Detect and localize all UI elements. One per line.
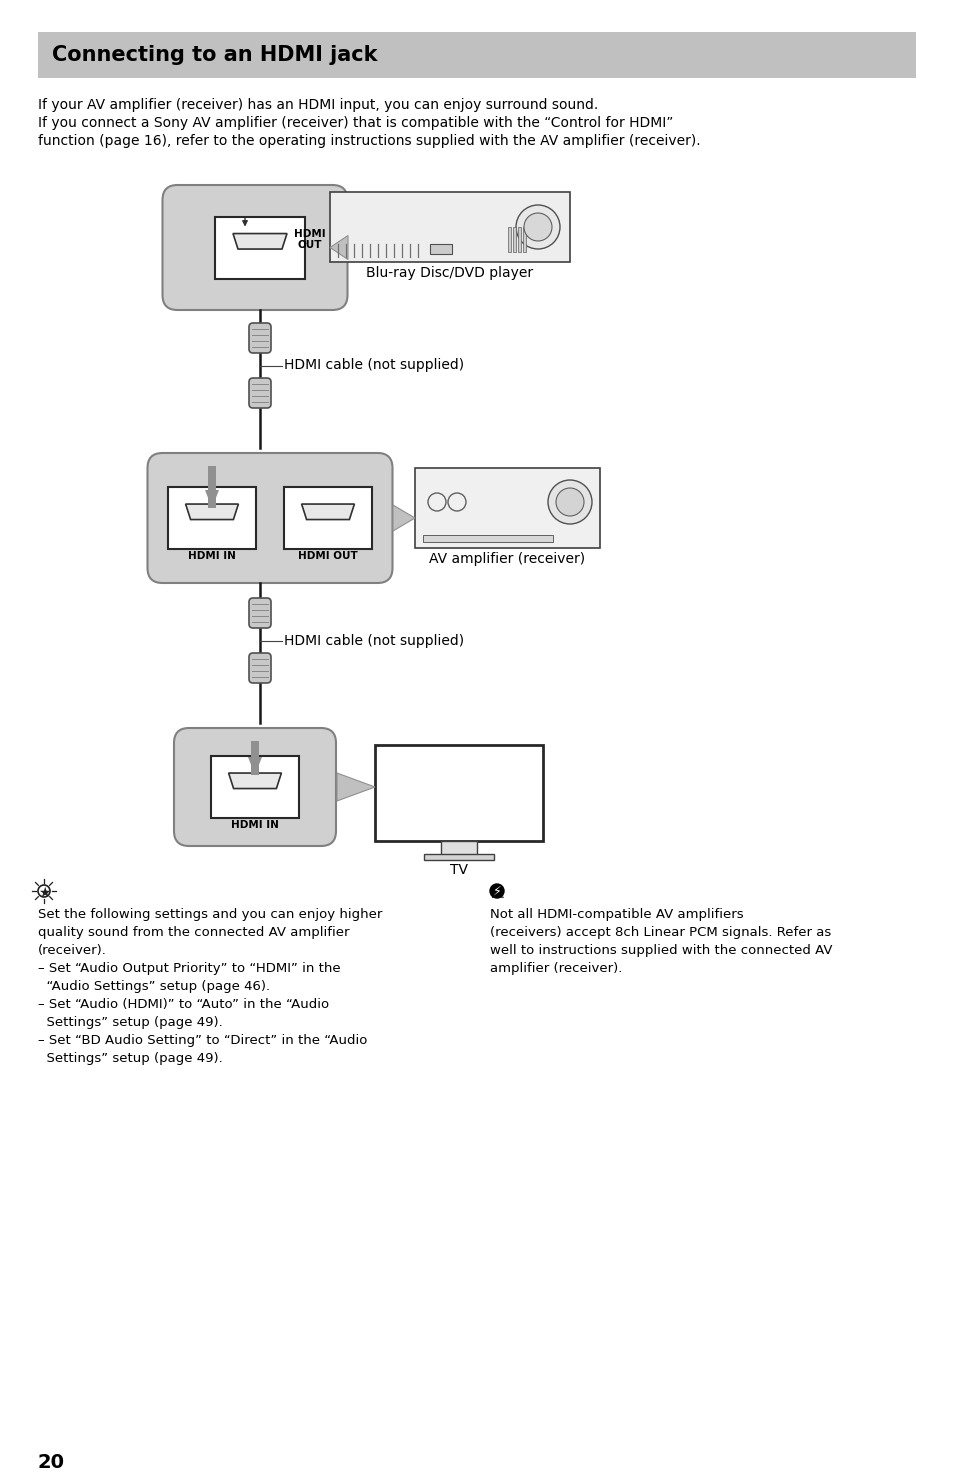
Bar bbox=[507, 227, 511, 252]
Text: 20: 20 bbox=[38, 1453, 65, 1473]
Bar bbox=[513, 227, 516, 252]
FancyBboxPatch shape bbox=[284, 486, 372, 549]
FancyBboxPatch shape bbox=[211, 756, 298, 819]
FancyBboxPatch shape bbox=[162, 185, 347, 310]
Text: Not all HDMI-compatible AV amplifiers
(receivers) accept 8ch Linear PCM signals.: Not all HDMI-compatible AV amplifiers (r… bbox=[490, 908, 832, 974]
Polygon shape bbox=[330, 236, 348, 260]
Text: HDMI IN: HDMI IN bbox=[188, 552, 235, 561]
Polygon shape bbox=[186, 504, 238, 519]
Text: HDMI
OUT: HDMI OUT bbox=[294, 228, 326, 251]
Text: HDMI cable (not supplied): HDMI cable (not supplied) bbox=[284, 633, 464, 648]
Polygon shape bbox=[336, 773, 375, 801]
Circle shape bbox=[523, 214, 552, 242]
Text: TV: TV bbox=[450, 863, 468, 876]
Text: If your AV amplifier (receiver) has an HDMI input, you can enjoy surround sound.: If your AV amplifier (receiver) has an H… bbox=[38, 98, 598, 113]
FancyBboxPatch shape bbox=[214, 217, 305, 279]
Text: HDMI OUT: HDMI OUT bbox=[297, 552, 357, 561]
FancyBboxPatch shape bbox=[249, 323, 271, 353]
Polygon shape bbox=[248, 756, 262, 776]
FancyBboxPatch shape bbox=[148, 452, 392, 583]
Text: If you connect a Sony AV amplifier (receiver) that is compatible with the “Contr: If you connect a Sony AV amplifier (rece… bbox=[38, 116, 673, 131]
Bar bbox=[430, 245, 452, 254]
Bar bbox=[330, 191, 569, 262]
FancyBboxPatch shape bbox=[249, 653, 271, 684]
Bar bbox=[522, 227, 525, 252]
Bar bbox=[208, 466, 215, 509]
Text: HDMI cable (not supplied): HDMI cable (not supplied) bbox=[284, 359, 464, 372]
Text: ⚡: ⚡ bbox=[492, 884, 501, 897]
Polygon shape bbox=[393, 506, 415, 531]
Bar bbox=[38, 33, 915, 79]
FancyBboxPatch shape bbox=[249, 598, 271, 627]
Circle shape bbox=[556, 488, 583, 516]
Circle shape bbox=[516, 205, 559, 249]
FancyBboxPatch shape bbox=[249, 378, 271, 408]
Polygon shape bbox=[233, 233, 287, 249]
Text: Blu-ray Disc/DVD player: Blu-ray Disc/DVD player bbox=[366, 265, 533, 280]
Bar bbox=[422, 535, 553, 541]
Circle shape bbox=[490, 884, 503, 899]
Text: Set the following settings and you can enjoy higher
quality sound from the conne: Set the following settings and you can e… bbox=[38, 908, 382, 1065]
Text: Connecting to an HDMI jack: Connecting to an HDMI jack bbox=[52, 44, 377, 65]
Bar bbox=[440, 841, 476, 856]
FancyBboxPatch shape bbox=[173, 728, 335, 845]
Circle shape bbox=[547, 480, 592, 523]
Text: function (page 16), refer to the operating instructions supplied with the AV amp: function (page 16), refer to the operati… bbox=[38, 133, 700, 148]
Text: ⚠: ⚠ bbox=[490, 885, 503, 902]
Bar bbox=[517, 227, 520, 252]
Text: AV amplifier (receiver): AV amplifier (receiver) bbox=[429, 552, 585, 567]
Text: HDMI IN: HDMI IN bbox=[231, 820, 278, 830]
Bar bbox=[251, 742, 258, 776]
Bar bbox=[423, 854, 494, 860]
Text: ★: ★ bbox=[38, 885, 51, 900]
Polygon shape bbox=[229, 773, 281, 789]
Polygon shape bbox=[205, 489, 219, 509]
FancyBboxPatch shape bbox=[168, 486, 255, 549]
Bar bbox=[415, 469, 599, 549]
Bar bbox=[375, 744, 542, 841]
Polygon shape bbox=[301, 504, 354, 519]
